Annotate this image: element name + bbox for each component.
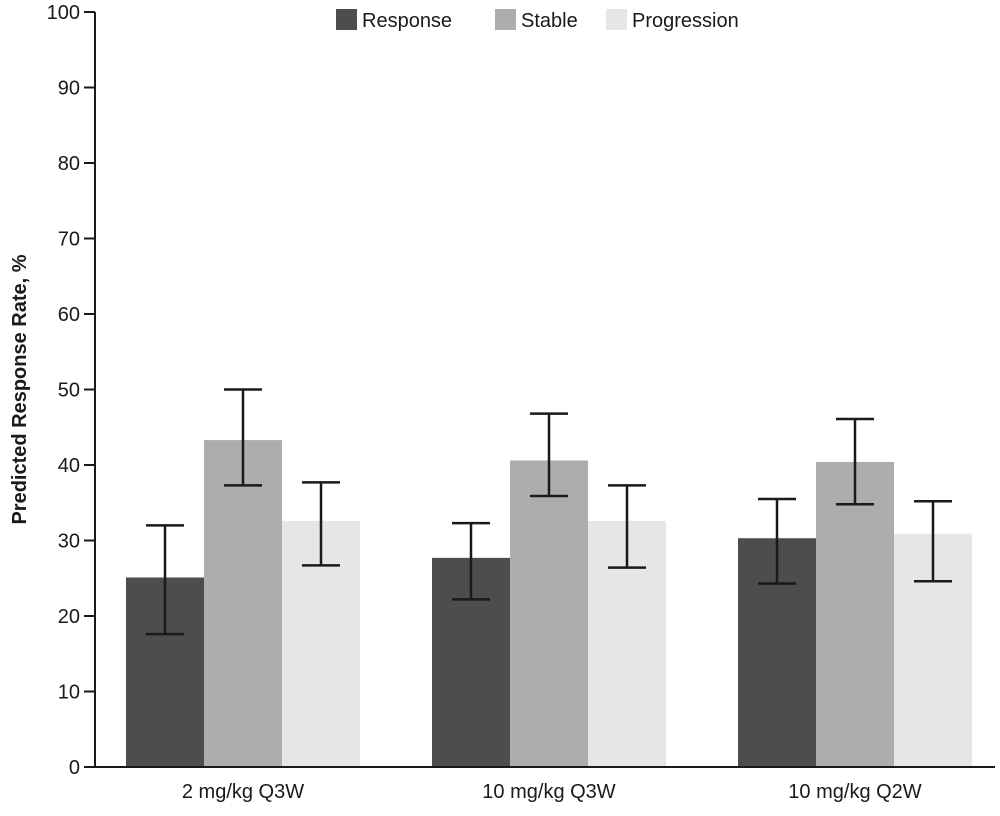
error-bar-stable-1 [224,388,262,487]
y-tick-label: 80 [58,153,80,175]
error-bar-response-1 [146,524,184,636]
x-category-label: 2 mg/kg Q3W [182,781,304,803]
bars-layer [126,440,972,767]
error-bar-stable-3 [836,417,874,506]
legend: Response Stable Progression [336,9,739,32]
x-category-labels: 2 mg/kg Q3W 10 mg/kg Q3W 10 mg/kg Q2W [182,781,922,803]
x-category-label: 10 mg/kg Q3W [482,781,616,803]
bar-stable-3 [816,461,894,767]
y-tick-label: 10 [58,682,80,704]
error-bars-layer [146,388,952,636]
bar-stable-1 [204,440,282,767]
y-tick-label: 100 [47,2,80,24]
y-tick-label: 50 [58,380,80,402]
y-tick-label: 60 [58,304,80,326]
legend-label: Stable [521,10,578,32]
error-bar-response-2 [452,521,490,601]
error-bar-response-3 [758,497,796,585]
error-bar-progression-2 [608,484,646,569]
legend-swatch [495,9,516,30]
y-tick-label: 90 [58,78,80,100]
y-tick-label: 30 [58,531,80,553]
error-bar-progression-1 [302,481,340,567]
legend-label: Response [362,10,452,32]
y-axis-title: Predicted Response Rate, % [9,254,31,524]
y-tick-label: 40 [58,455,80,477]
x-category-label: 10 mg/kg Q2W [788,781,922,803]
y-tick-label: 0 [69,757,80,779]
y-tick-label: 20 [58,606,80,628]
error-bar-progression-3 [914,499,952,583]
y-tick-label: 70 [58,229,80,251]
legend-swatch [336,9,357,30]
legend-label: Progression [632,10,739,32]
legend-item-progression: Progression [606,9,739,32]
error-bar-stable-2 [530,412,568,498]
legend-swatch [606,9,627,30]
legend-item-response: Response [336,9,452,32]
bar-stable-2 [510,460,588,767]
legend-item-stable: Stable [495,9,578,32]
y-ticks: 0 10 20 30 40 50 60 70 80 90 100 [47,2,95,779]
